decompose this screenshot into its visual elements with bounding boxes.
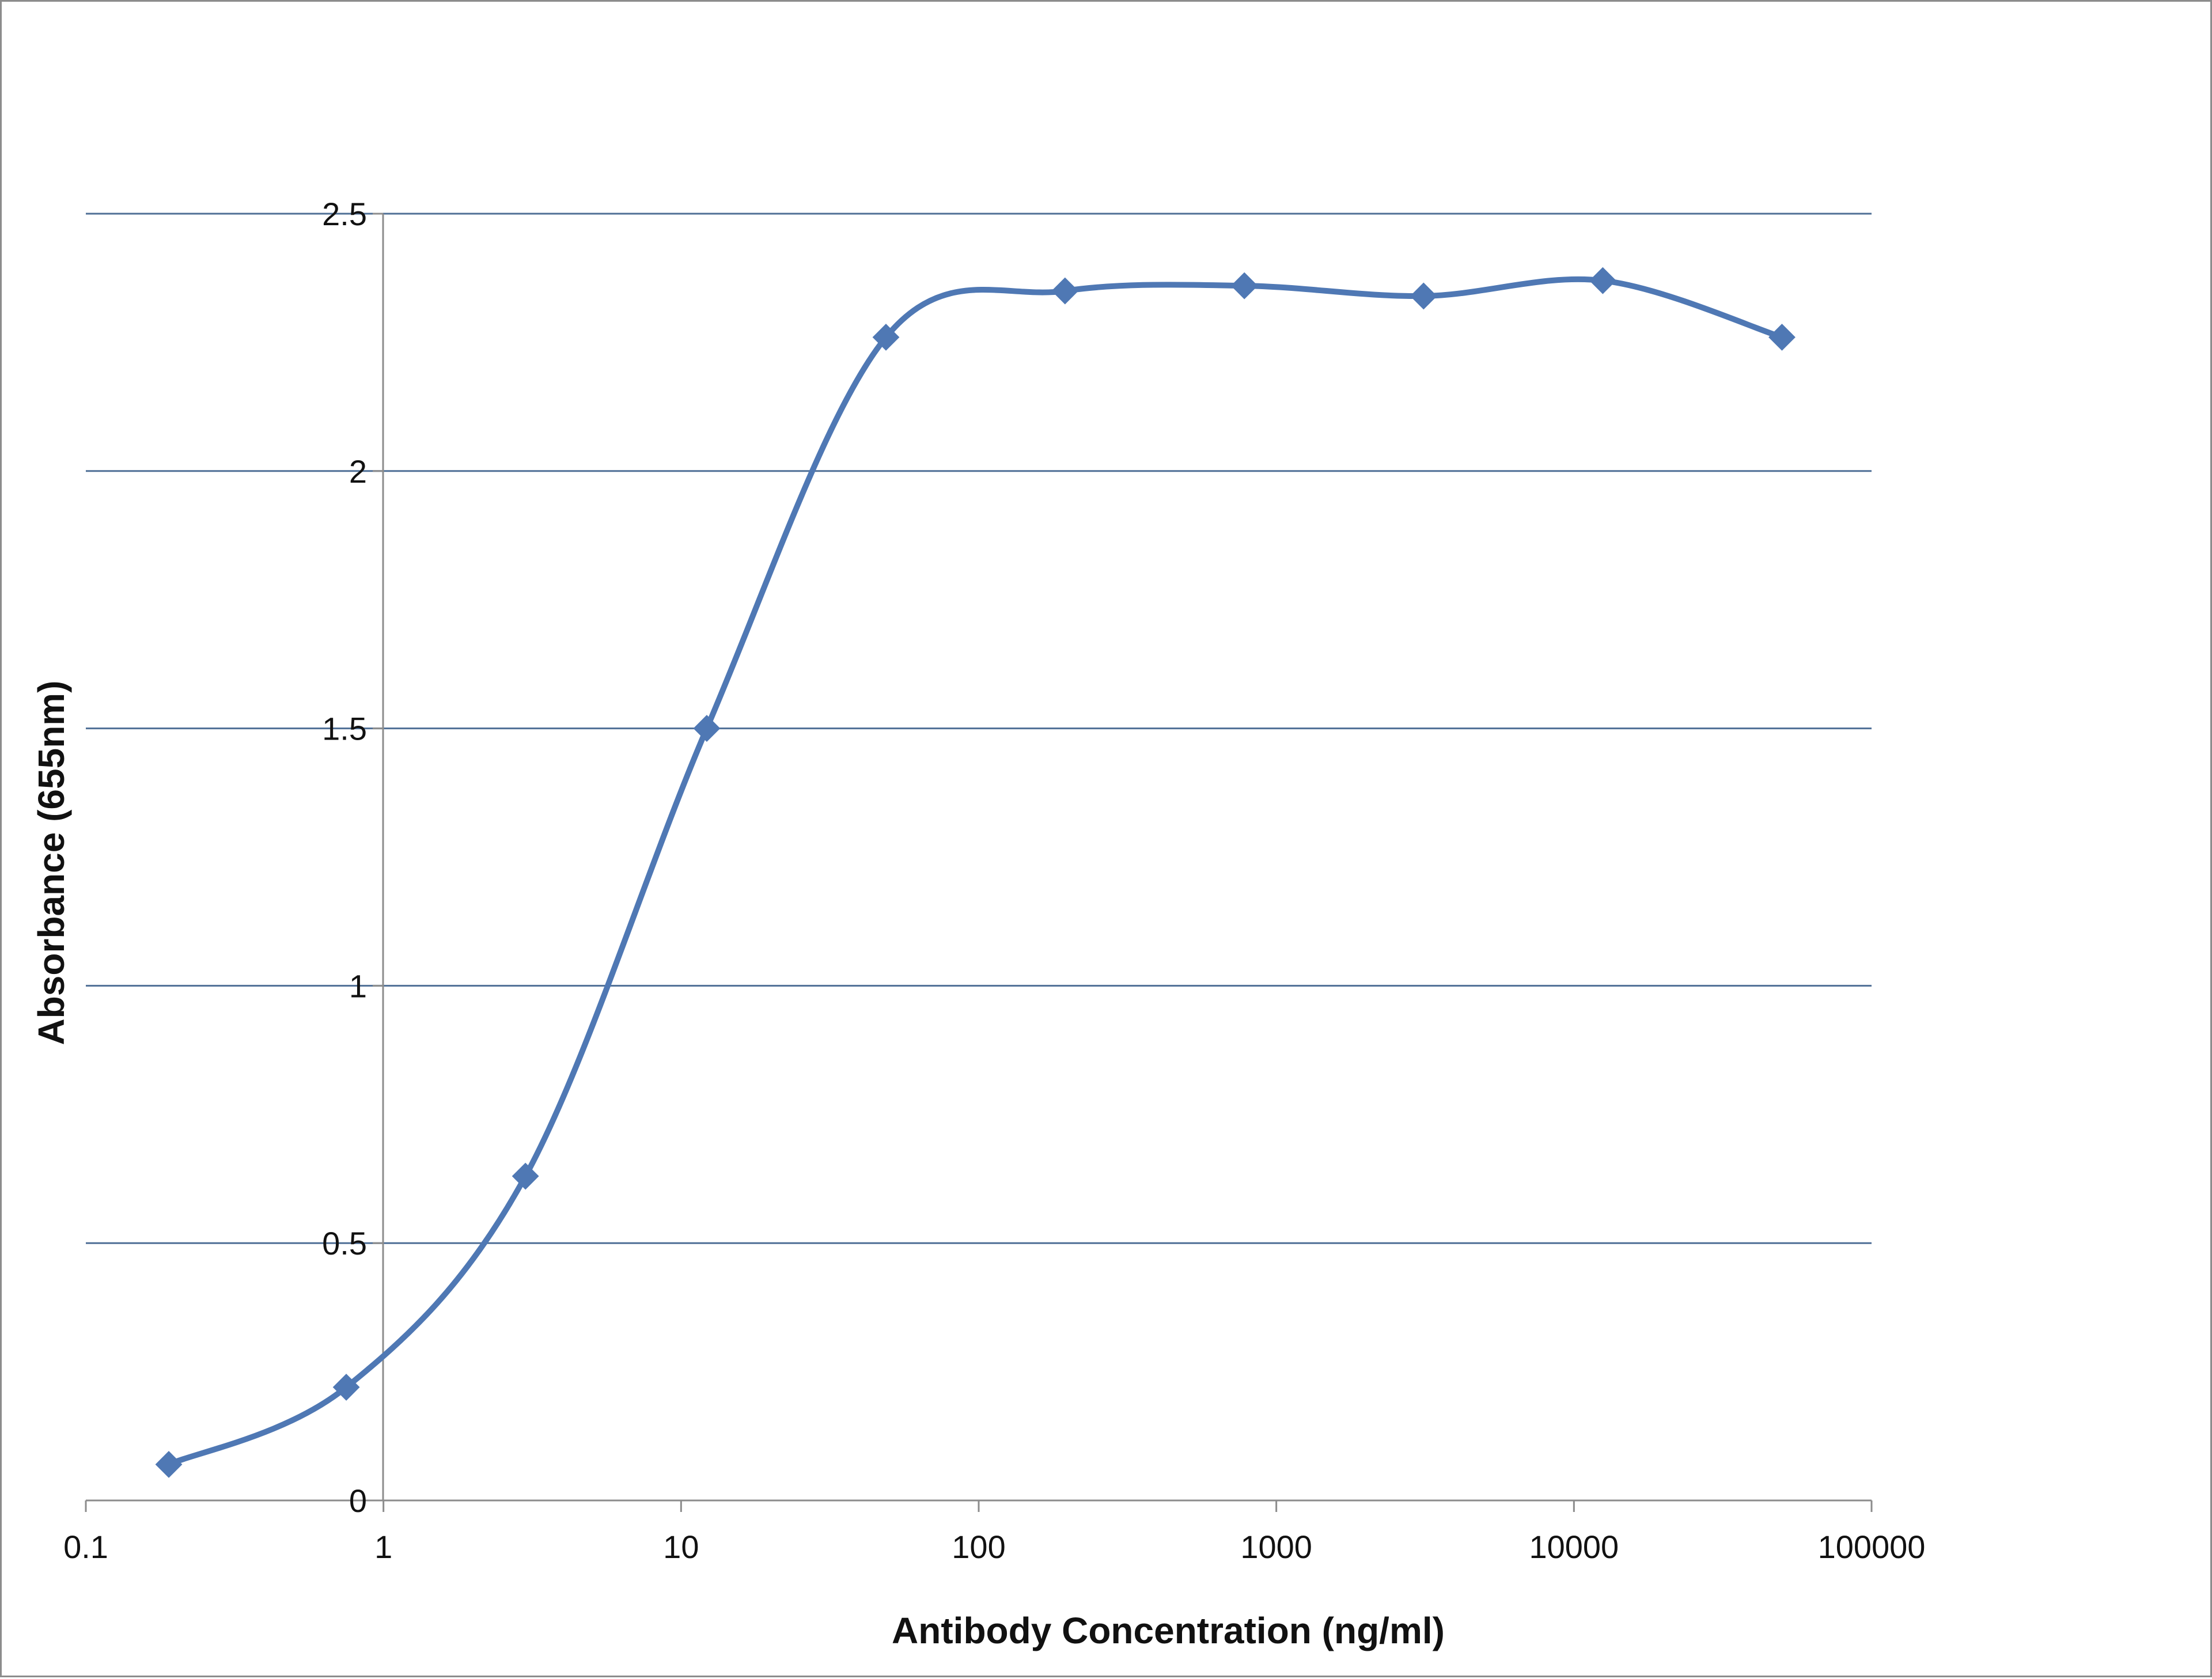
data-point-6 bbox=[1230, 272, 1258, 300]
data-point-4 bbox=[872, 324, 900, 351]
x-tick-label-4: 1000 bbox=[1240, 1529, 1312, 1565]
data-point-7 bbox=[1410, 282, 1437, 310]
axes bbox=[86, 214, 1872, 1502]
data-point-2 bbox=[512, 1162, 539, 1190]
x-tick-label-3: 100 bbox=[952, 1529, 1005, 1565]
x-tick-label-1: 1 bbox=[374, 1529, 392, 1565]
y-tick-label-2: 1 bbox=[349, 968, 367, 1004]
data-point-3 bbox=[693, 715, 721, 742]
y-tick-label-1: 0.5 bbox=[322, 1225, 367, 1261]
tick-labels: 0 0.5 1 1.5 2 2.5 0.1 1 10 100 1000 10000 100000 bbox=[63, 196, 1925, 1565]
y-tick-label-3: 1.5 bbox=[322, 711, 367, 747]
y-tick-label-0: 0 bbox=[349, 1483, 367, 1519]
x-tick-label-2: 10 bbox=[663, 1529, 699, 1565]
data-point-5 bbox=[1051, 277, 1079, 305]
x-tick-label-5: 10000 bbox=[1529, 1529, 1619, 1565]
y-axis-title: Absorbance (655nm) bbox=[31, 680, 72, 1045]
data-point-9 bbox=[1768, 324, 1796, 351]
x-tick-label-6: 100000 bbox=[1818, 1529, 1926, 1565]
x-tick-label-0: 0.1 bbox=[63, 1529, 108, 1565]
data-point-0 bbox=[155, 1451, 183, 1478]
series-line-0 bbox=[166, 276, 1785, 1468]
x-axis-title: Antibody Concentration (ng/ml) bbox=[892, 1610, 1445, 1651]
y-tick-label-4: 2 bbox=[349, 453, 367, 490]
y-tick-label-5: 2.5 bbox=[322, 196, 367, 232]
data-point-8 bbox=[1589, 267, 1616, 294]
data-point-1 bbox=[332, 1373, 360, 1401]
data-series bbox=[155, 267, 1796, 1478]
